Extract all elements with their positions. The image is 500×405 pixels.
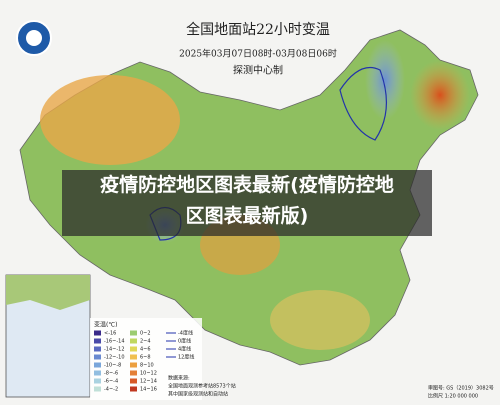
legend-swatch <box>130 362 137 368</box>
legend-label: 0度线 <box>178 338 191 345</box>
source: 全国地面观测参考站8573个站 <box>168 383 236 390</box>
legend-label: -10~-8 <box>104 363 121 369</box>
legend-swatch <box>94 386 101 392</box>
legend-swatch <box>130 346 137 352</box>
legend-swatch <box>130 378 137 384</box>
legend-label: 14~16 <box>140 387 157 393</box>
warm-area <box>270 290 370 350</box>
legend-label: 12~14 <box>140 379 157 385</box>
source: 数据来源: <box>168 375 190 382</box>
legend-swatch <box>94 354 101 360</box>
legend <box>90 318 202 400</box>
legend-label: 10~12 <box>140 371 157 377</box>
legend-swatch <box>130 338 137 344</box>
isoline <box>339 66 388 141</box>
legend-label: 12度线 <box>178 354 194 361</box>
legend-swatch <box>94 378 101 384</box>
legend-label: -6~-4 <box>104 379 118 385</box>
cold-area <box>365 40 405 120</box>
legend-title: 变温(℃) <box>94 321 117 329</box>
legend-label: <-16 <box>104 331 116 337</box>
overlay-banner: 疫情防控地区图表最新(疫情防控地 区图表最新版) <box>62 170 432 236</box>
legend-label: 4~6 <box>140 347 151 353</box>
legend-label: -4~-2 <box>104 387 118 393</box>
legend-label: -4度线 <box>178 330 193 337</box>
legend-label: 6~8 <box>140 355 151 361</box>
map-scale: 比例尺 1:20 000 000 <box>428 393 478 400</box>
legend-label: -8~-6 <box>104 371 118 377</box>
legend-swatch <box>94 330 101 336</box>
legend-swatch <box>94 338 101 344</box>
warm-area <box>410 60 470 130</box>
overlay-text: 疫情防控地区图表最新(疫情防控地 <box>100 174 394 196</box>
legend-label: 8~10 <box>140 363 154 369</box>
legend-swatch <box>130 386 137 392</box>
source: 其中国家级观测站和自动站 <box>168 391 228 398</box>
legend-label: 0~2 <box>140 331 151 337</box>
legend-label: -14~-12 <box>104 347 125 353</box>
inset-land <box>6 275 90 310</box>
logo <box>26 30 42 46</box>
subtitle: 2025年03月07日08时-03月08日06时 <box>179 48 337 60</box>
producer: 探测中心制 <box>233 64 283 77</box>
legend-label: -12~-10 <box>104 355 125 361</box>
legend-swatch <box>94 370 101 376</box>
legend-swatch <box>130 354 137 360</box>
legend-label: -16~-14 <box>104 339 125 345</box>
legend-swatch <box>94 362 101 368</box>
legend-swatch <box>130 370 137 376</box>
map-approval: 审图号: GS（2019）3082号 <box>428 385 494 392</box>
title: 全国地面站22小时变温 <box>186 21 330 38</box>
legend-label: 4度线 <box>178 346 191 353</box>
legend-swatch <box>130 330 137 336</box>
overlay-text: 区图表最新版) <box>185 205 309 227</box>
legend-swatch <box>94 346 101 352</box>
legend-label: 2~4 <box>140 339 151 345</box>
warm-area <box>40 75 180 165</box>
